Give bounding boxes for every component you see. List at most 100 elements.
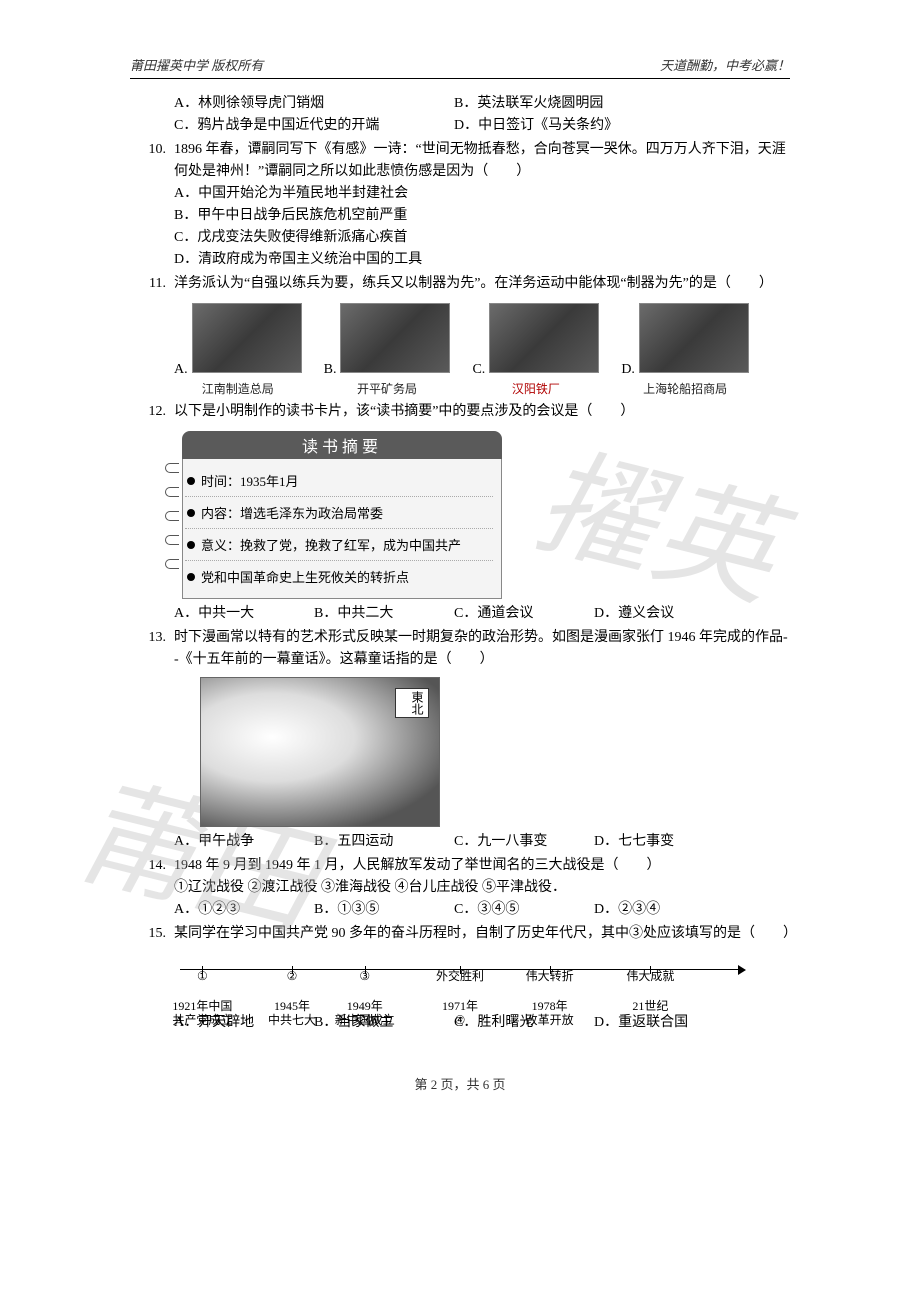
q9-choices-row2: C．鸦片战争是中国近代史的开端 D．中日签订《马关条约》 xyxy=(174,115,790,137)
timeline-tick xyxy=(650,966,651,974)
q9-choice-c: C．鸦片战争是中国近代史的开端 xyxy=(174,115,454,137)
q14-choices: A．①②③ B．①③⑤ C．③④⑤ D．②③④ xyxy=(174,899,790,921)
header-right: 天道酬勤，中考必赢！ xyxy=(660,55,790,74)
q11-img-c-box xyxy=(489,303,599,373)
q11-img-b-label: B. xyxy=(324,362,337,377)
q15: 15. 某同学在学习中国共产党 90 多年的奋斗历程时，自制了历史年代尺，其中③… xyxy=(130,923,790,945)
timeline-bottom-label: 1921年中国 共产党成立 xyxy=(172,999,232,1027)
timeline-tick xyxy=(550,966,551,974)
q11-img-d-box xyxy=(639,303,749,373)
q14: 14. 1948 年 9 月到 1949 年 1 月，人民解放军发动了举世闻名的… xyxy=(130,855,790,877)
dot-icon xyxy=(187,509,195,517)
q11-img-b-box xyxy=(340,303,450,373)
q9-choices-row1: A．林则徐领导虎门销烟 B．英法联军火烧圆明园 xyxy=(174,93,790,115)
card-line: 内容：增选毛泽东为政治局常委 xyxy=(185,497,493,529)
dot-icon xyxy=(187,573,195,581)
q12-stem: 以下是小明制作的读书卡片，该“读书摘要”中的要点涉及的会议是（ ） xyxy=(174,401,790,423)
q10: 10. 1896 年春，谭嗣同写下《有感》一诗：“世间无物抵春愁，合向苍冥一哭休… xyxy=(130,139,790,183)
card-title: 读书摘要 xyxy=(182,431,502,459)
q12: 12. 以下是小明制作的读书卡片，该“读书摘要”中的要点涉及的会议是（ ） xyxy=(130,401,790,423)
q12-choice-c: C．通道会议 xyxy=(454,603,594,625)
page-header: 莆田擢英中学 版权所有 天道酬勤，中考必赢！ xyxy=(130,55,790,74)
dot-icon xyxy=(187,541,195,549)
timeline-bottom-label: 1945年 中共七大 xyxy=(268,999,316,1027)
timeline-tick xyxy=(460,966,461,974)
q9-choice-a: A．林则徐领导虎门销烟 xyxy=(174,93,454,115)
timeline-bottom-label: 1978年 改革开放 xyxy=(526,999,574,1027)
q9-choice-b: B．英法联军火烧圆明园 xyxy=(454,93,603,115)
q14-stem: 1948 年 9 月到 1949 年 1 月，人民解放军发动了举世闻名的三大战役… xyxy=(174,855,790,877)
q13-choice-b: B．五四运动 xyxy=(314,831,454,853)
dot-icon xyxy=(187,477,195,485)
bind-hook-icon xyxy=(165,511,179,521)
q14-list: ①辽沈战役 ②渡江战役 ③淮海战役 ④台儿庄战役 ⑤平津战役． xyxy=(174,877,790,899)
q14-choice-a: A．①②③ xyxy=(174,899,314,921)
q13-choices: A．甲午战争 B．五四运动 C．九一八事变 D．七七事变 xyxy=(174,831,790,853)
q10-stem: 1896 年春，谭嗣同写下《有感》一诗：“世间无物抵春愁，合向苍冥一哭休。四万万… xyxy=(174,139,790,183)
q11-stem: 洋务派认为“自强以练兵为要，练兵又以制器为先”。在洋务运动中能体现“制器为先”的… xyxy=(174,273,790,295)
q14-choice-c: C．③④⑤ xyxy=(454,899,594,921)
q9-choice-d: D．中日签订《马关条约》 xyxy=(454,115,618,137)
timeline: ①②③外交胜利伟大转折伟大成就 1921年中国 共产党成立1945年 中共七大1… xyxy=(180,969,740,970)
card-line-2: 意义：挽救了党，挽救了红军，成为中国共产 xyxy=(201,535,461,554)
header-left: 莆田擢英中学 版权所有 xyxy=(130,55,263,74)
q14-choice-b: B．①③⑤ xyxy=(314,899,454,921)
cartoon-image xyxy=(200,677,440,827)
q11-image-row: A. 江南制造总局 B. 开平矿务局 C. 汉阳铁厂 D. 上海轮船招商局 xyxy=(174,303,790,397)
q10-choice-b: B．甲午中日战争后民族危机空前严重 xyxy=(174,205,790,227)
q12-num: 12. xyxy=(130,401,174,423)
bind-hook-icon xyxy=(165,463,179,473)
q11-image-b: B. 开平矿务局 xyxy=(324,303,451,397)
q12-choice-d: D．遵义会议 xyxy=(594,603,734,625)
q15-choices: A．开天辟地 B．当家做主 C．胜利曙光 D．重返联合国 xyxy=(174,1012,790,1034)
q14-num: 14. xyxy=(130,855,174,877)
q13-num: 13. xyxy=(130,627,174,671)
q11: 11. 洋务派认为“自强以练兵为要，练兵又以制器为先”。在洋务运动中能体现“制器… xyxy=(130,273,790,295)
q13-stem: 时下漫画常以特有的艺术形式反映某一时期复杂的政治形势。如图是漫画家张仃 1946… xyxy=(174,627,790,671)
timeline-tick xyxy=(292,966,293,974)
q10-choice-a: A．中国开始沦为半殖民地半封建社会 xyxy=(174,183,790,205)
q11-img-a-box xyxy=(192,303,302,373)
card-line: 意义：挽救了党，挽救了红军，成为中国共产 xyxy=(185,529,493,561)
card-line-0: 时间：1935年1月 xyxy=(201,471,299,490)
q14-choice-d: D．②③④ xyxy=(594,899,734,921)
q15-stem: 某同学在学习中国共产党 90 多年的奋斗历程时，自制了历史年代尺，其中③处应该填… xyxy=(174,923,790,945)
card-line-3: 党和中国革命史上生死攸关的转折点 xyxy=(201,567,409,586)
timeline-bottom-label: 1971年 ④ xyxy=(442,999,478,1027)
q10-choice-d: D．清政府成为帝国主义统治中国的工具 xyxy=(174,249,790,271)
card-line: 时间：1935年1月 xyxy=(185,465,493,497)
watermark-top: 擢英 xyxy=(523,404,798,631)
q10-choice-c: C．戊戌变法失败使得维新派痛心疾首 xyxy=(174,227,790,249)
q11-img-c-caption: 汉阳铁厂 xyxy=(472,380,599,397)
card-body: 时间：1935年1月 内容：增选毛泽东为政治局常委 意义：挽救了党，挽救了红军，… xyxy=(182,459,502,599)
header-divider xyxy=(130,78,790,79)
card-line-1: 内容：增选毛泽东为政治局常委 xyxy=(201,503,383,522)
q13-choice-a: A．甲午战争 xyxy=(174,831,314,853)
q10-num: 10. xyxy=(130,139,174,183)
q13-choice-d: D．七七事变 xyxy=(594,831,734,853)
q11-image-a: A. 江南制造总局 xyxy=(174,303,302,397)
q11-img-a-label: A. xyxy=(174,362,188,377)
bind-hook-icon xyxy=(165,535,179,545)
timeline-tick xyxy=(202,966,203,974)
q12-choice-a: A．中共一大 xyxy=(174,603,314,625)
q13-choice-c: C．九一八事变 xyxy=(454,831,594,853)
timeline-tick xyxy=(365,966,366,974)
q11-img-d-caption: 上海轮船招商局 xyxy=(621,380,749,397)
q11-img-a-caption: 江南制造总局 xyxy=(174,380,302,397)
card-line: 党和中国革命史上生死攸关的转折点 xyxy=(185,561,493,592)
timeline-axis xyxy=(180,969,740,970)
q11-img-d-label: D. xyxy=(621,362,635,377)
bind-hook-icon xyxy=(165,487,179,497)
q12-choice-b: B．中共二大 xyxy=(314,603,454,625)
timeline-bottom-label: 1949年 新中国成立 xyxy=(335,999,395,1027)
q11-num: 11. xyxy=(130,273,174,295)
q12-choices: A．中共一大 B．中共二大 C．通道会议 D．遵义会议 xyxy=(174,603,790,625)
q11-image-c: C. 汉阳铁厂 xyxy=(472,303,599,397)
q13: 13. 时下漫画常以特有的艺术形式反映某一时期复杂的政治形势。如图是漫画家张仃 … xyxy=(130,627,790,671)
q11-image-d: D. 上海轮船招商局 xyxy=(621,303,749,397)
q15-num: 15. xyxy=(130,923,174,945)
q11-img-c-label: C. xyxy=(472,362,485,377)
bind-hook-icon xyxy=(165,559,179,569)
q11-img-b-caption: 开平矿务局 xyxy=(324,380,451,397)
